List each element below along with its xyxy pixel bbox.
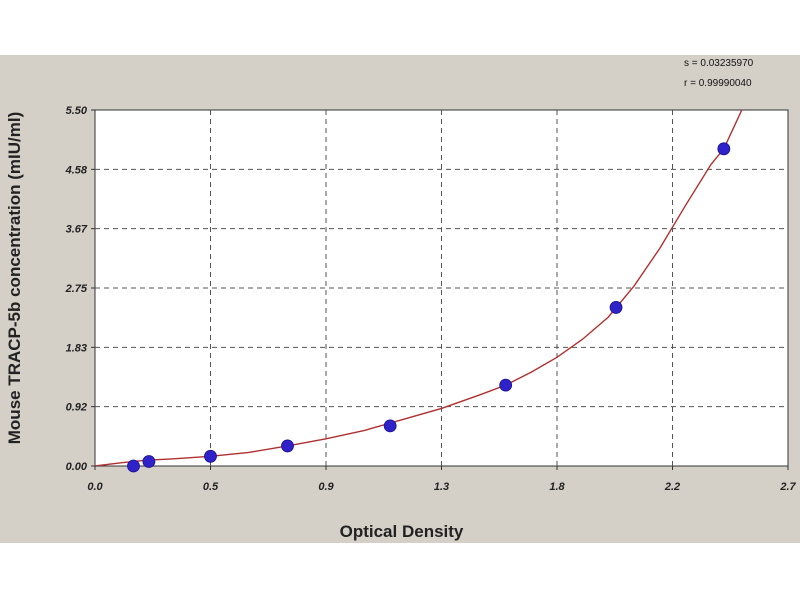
x-tick-label: 2.7 bbox=[779, 481, 796, 493]
x-axis: 0.0 0.5 0.9 1.3 1.8 2.2 2.7 bbox=[87, 466, 797, 493]
data-point bbox=[142, 455, 156, 468]
y-tick-label: 3.67 bbox=[66, 224, 88, 236]
data-point bbox=[609, 301, 623, 314]
x-tick-label: 0.9 bbox=[318, 481, 334, 493]
fit-curve-layer bbox=[95, 110, 743, 466]
data-point bbox=[717, 142, 731, 156]
data-point bbox=[383, 419, 397, 433]
fit-curve bbox=[95, 110, 743, 466]
x-tick-label: 1.3 bbox=[434, 481, 449, 493]
y-tick-label: 0.92 bbox=[66, 402, 87, 414]
data-point bbox=[499, 378, 513, 392]
gridlines bbox=[95, 110, 788, 466]
x-tick-label: 1.8 bbox=[549, 481, 565, 493]
fit-stat-r: r = 0.99990040 bbox=[684, 78, 752, 89]
y-tick-label: 1.83 bbox=[66, 342, 87, 354]
y-tick-label: 0.00 bbox=[66, 461, 88, 473]
y-tick-label: 2.75 bbox=[65, 283, 88, 295]
fit-stat-s: s = 0.03235970 bbox=[684, 58, 754, 69]
x-tick-label: 0.5 bbox=[203, 481, 219, 493]
y-tick-label: 5.50 bbox=[66, 105, 88, 117]
x-tick-label: 0.0 bbox=[87, 481, 103, 493]
x-axis-title: Optical Density bbox=[340, 522, 464, 541]
data-point bbox=[127, 459, 140, 473]
data-point bbox=[204, 449, 217, 463]
y-axis: 0.00 0.92 1.83 2.75 3.67 4.58 5.50 bbox=[65, 105, 95, 473]
y-tick-label: 4.58 bbox=[65, 164, 88, 176]
data-point bbox=[281, 439, 294, 453]
data-points bbox=[127, 142, 731, 473]
y-axis-title: Mouse TRACP-5b concentration (mIU/ml) bbox=[5, 112, 24, 444]
x-tick-label: 2.2 bbox=[664, 481, 680, 493]
